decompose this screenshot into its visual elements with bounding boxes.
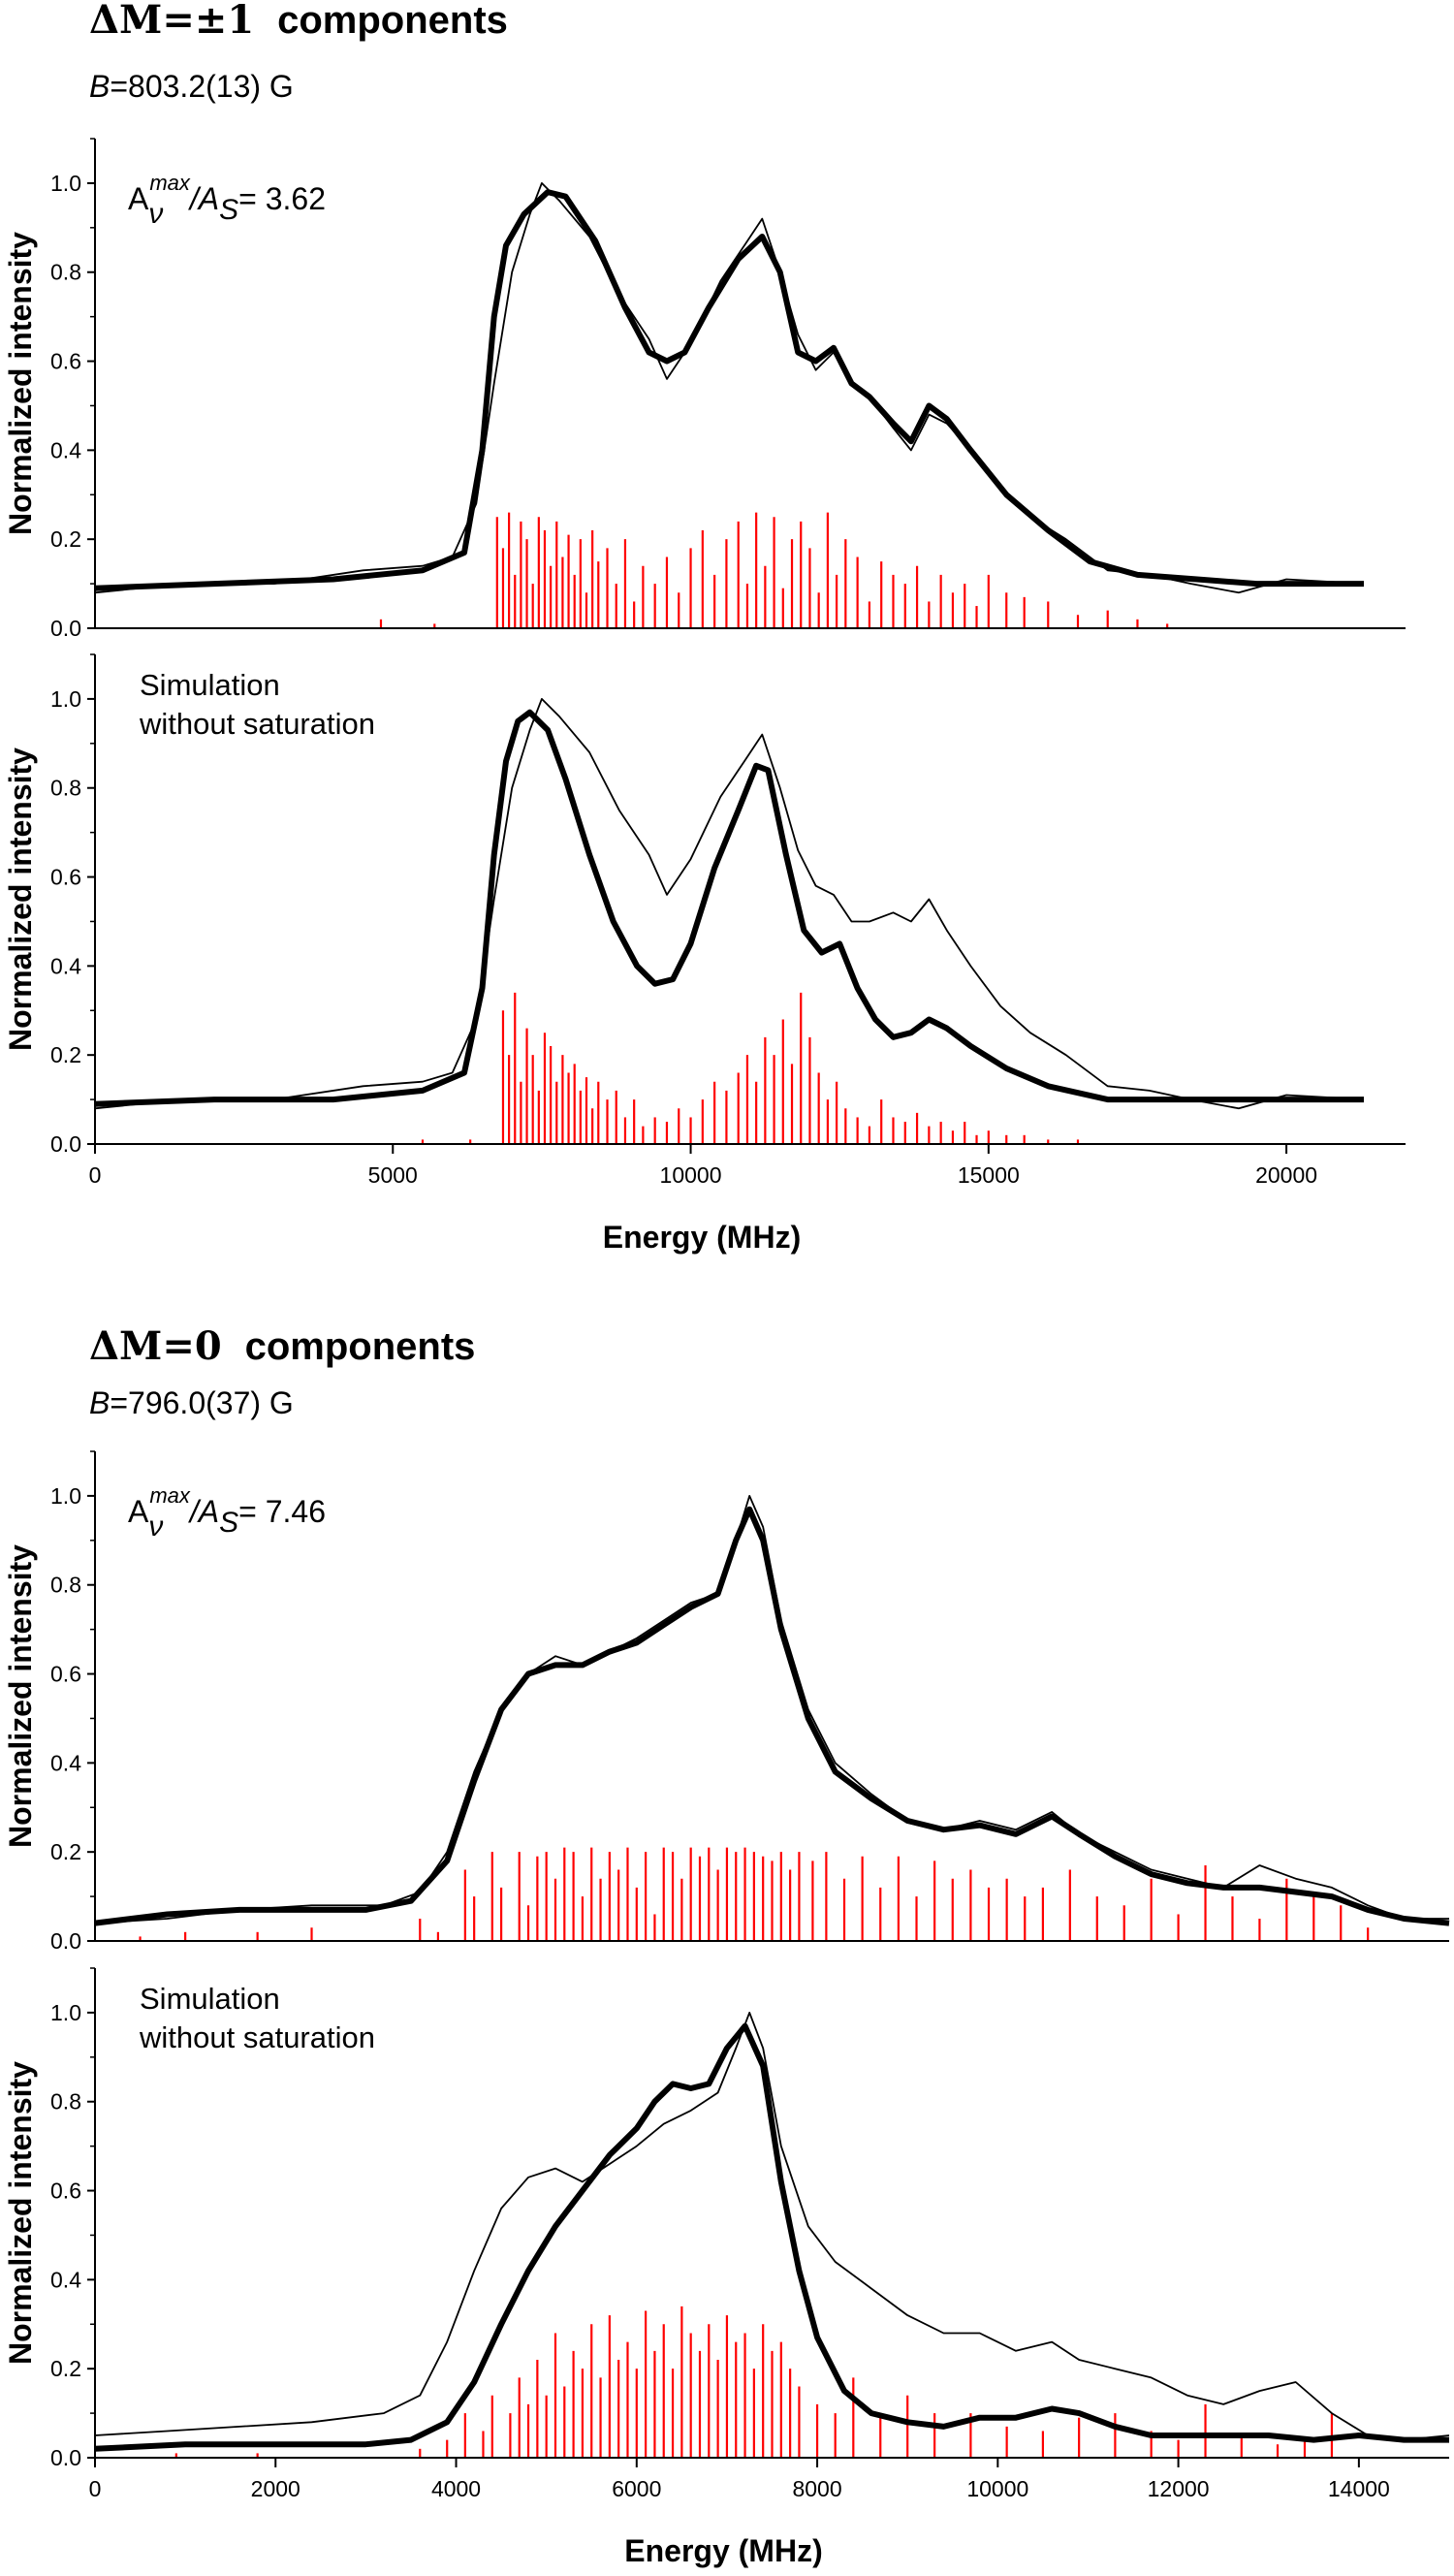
experimental-line bbox=[94, 698, 1365, 1110]
y-tick-label: 0.8 bbox=[50, 1573, 81, 1598]
annotation-part: S bbox=[219, 194, 238, 226]
y-tick-label: 0.2 bbox=[50, 1839, 81, 1864]
y-tick-label: 0.0 bbox=[50, 2445, 81, 2470]
y-tick-label: 0.6 bbox=[50, 1662, 81, 1687]
field-var: B bbox=[89, 1385, 110, 1420]
sim-annotation-line: Simulation bbox=[140, 1982, 280, 2016]
x-tick-label: 20000 bbox=[1255, 1162, 1317, 1188]
chart-panel-dm0-nosat: 0.0 0.2 0.4 0.6 0.8 1.0 0 2000 4000 6000 8000 10000… bbox=[3, 1967, 1450, 2568]
y-tick-label: 0.4 bbox=[50, 1750, 81, 1775]
y-axis-label: Normalized intensity bbox=[3, 232, 38, 535]
field-label: B=803.2(13) G bbox=[89, 69, 294, 104]
chart-panel-dm1-fit: 0.0 0.2 0.4 0.6 0.8 1.0 Normalized intensity Aν… bbox=[3, 138, 1406, 641]
annotation-part: max bbox=[149, 171, 191, 195]
annotation-part: S bbox=[219, 1507, 238, 1539]
ratio-annotation: Aν max/AS= 3.62 bbox=[128, 171, 326, 230]
field-value: =803.2(13) G bbox=[110, 69, 293, 104]
experimental-line bbox=[94, 1495, 1449, 1924]
y-tick-label: 0.6 bbox=[50, 865, 81, 890]
y-tick-label: 1.0 bbox=[50, 1483, 81, 1509]
chart-panel-dm0-fit: 0.0 0.2 0.4 0.6 0.8 1.0 Normalized intensity Aν… bbox=[3, 1450, 1450, 1954]
field-label: B=796.0(37) G bbox=[89, 1385, 294, 1420]
section-header-dm1: ΔM=±1 components B=803.2(13) G bbox=[89, 0, 508, 104]
simulation-line bbox=[94, 709, 1364, 1107]
y-tick-label: 0.4 bbox=[50, 2267, 81, 2292]
y-tick-label: 0.4 bbox=[50, 953, 81, 978]
annotation-part: = 3.62 bbox=[238, 181, 326, 216]
annotation-part: /A bbox=[188, 1494, 219, 1529]
y-tick-label: 0.2 bbox=[50, 1042, 81, 1067]
x-tick-label: 14000 bbox=[1328, 2476, 1390, 2501]
annotation-part: A bbox=[128, 181, 149, 216]
experimental-line bbox=[94, 2011, 1450, 2441]
stick-spectrum bbox=[379, 512, 1169, 628]
ratio-annotation: Aν max/AS= 7.46 bbox=[128, 1483, 326, 1542]
sim-annotation-line: without saturation bbox=[139, 2020, 375, 2054]
simulation-line bbox=[94, 1506, 1450, 1926]
x-axis-label: Energy (MHz) bbox=[624, 2533, 822, 2568]
y-tick-label: 1.0 bbox=[50, 171, 81, 196]
y-tick-label: 1.0 bbox=[50, 2000, 81, 2025]
stick-spectrum bbox=[421, 992, 1080, 1144]
annotation-part: ν bbox=[148, 1511, 163, 1542]
simulation-line bbox=[94, 2022, 1449, 2452]
y-axis-label: Normalized intensity bbox=[3, 747, 38, 1051]
x-tick-label: 10000 bbox=[660, 1162, 722, 1188]
sim-annotation-line: without saturation bbox=[139, 707, 375, 741]
annotation-part: = 7.46 bbox=[238, 1494, 326, 1529]
y-axis-label: Normalized intensity bbox=[3, 1544, 38, 1848]
section-word: components bbox=[277, 0, 508, 42]
y-tick-label: 0.8 bbox=[50, 2089, 81, 2115]
x-tick-label: 5000 bbox=[368, 1162, 418, 1188]
y-tick-label: 0.8 bbox=[50, 776, 81, 801]
sim-annotation-line: Simulation bbox=[140, 668, 280, 702]
section-symbol: ΔM=0 bbox=[89, 1323, 222, 1369]
x-tick-label: 15000 bbox=[958, 1162, 1020, 1188]
stick-spectrum bbox=[139, 1847, 1370, 1941]
y-tick-label: 0.4 bbox=[50, 437, 81, 462]
section-word: components bbox=[245, 1325, 476, 1368]
x-tick-label: 6000 bbox=[612, 2476, 661, 2501]
y-tick-label: 0.2 bbox=[50, 526, 81, 552]
y-tick-label: 0.0 bbox=[50, 1928, 81, 1954]
x-tick-label: 8000 bbox=[792, 2476, 841, 2501]
y-tick-label: 0.8 bbox=[50, 260, 81, 285]
annotation-part: max bbox=[149, 1483, 191, 1508]
section-header-dm0: ΔM=0 components B=796.0(37) G bbox=[89, 1323, 475, 1420]
annotation-part: ν bbox=[148, 198, 163, 230]
section-symbol: ΔM=±1 bbox=[89, 0, 254, 43]
annotation-part: A bbox=[128, 1494, 149, 1529]
x-tick-label: 0 bbox=[89, 1162, 102, 1188]
x-tick-label: 10000 bbox=[966, 2476, 1028, 2501]
y-axis-label: Normalized intensity bbox=[3, 2061, 38, 2365]
x-axis-label: Energy (MHz) bbox=[603, 1220, 801, 1255]
annotation-part: /A bbox=[188, 181, 219, 216]
y-tick-label: 0.6 bbox=[50, 349, 81, 374]
chart-panel-dm1-nosat: 0.0 0.2 0.4 0.6 0.8 1.0 0 5000 10000 15000 20000 En… bbox=[3, 653, 1406, 1255]
section-title: ΔM=0 components bbox=[89, 1323, 475, 1369]
y-tick-label: 0.0 bbox=[50, 616, 81, 641]
y-tick-label: 0.6 bbox=[50, 2178, 81, 2204]
simulation-line bbox=[94, 189, 1364, 591]
y-tick-label: 1.0 bbox=[50, 686, 81, 712]
section-title: ΔM=±1 components bbox=[89, 0, 508, 43]
field-var: B bbox=[89, 69, 110, 104]
x-tick-label: 2000 bbox=[251, 2476, 300, 2501]
experimental-line bbox=[94, 181, 1365, 594]
x-tick-label: 0 bbox=[89, 2476, 102, 2501]
x-tick-label: 12000 bbox=[1148, 2476, 1210, 2501]
y-tick-label: 0.2 bbox=[50, 2356, 81, 2381]
y-tick-label: 0.0 bbox=[50, 1131, 81, 1157]
x-tick-label: 4000 bbox=[431, 2476, 481, 2501]
stick-spectrum bbox=[174, 2306, 1334, 2458]
field-value: =796.0(37) G bbox=[110, 1385, 293, 1420]
